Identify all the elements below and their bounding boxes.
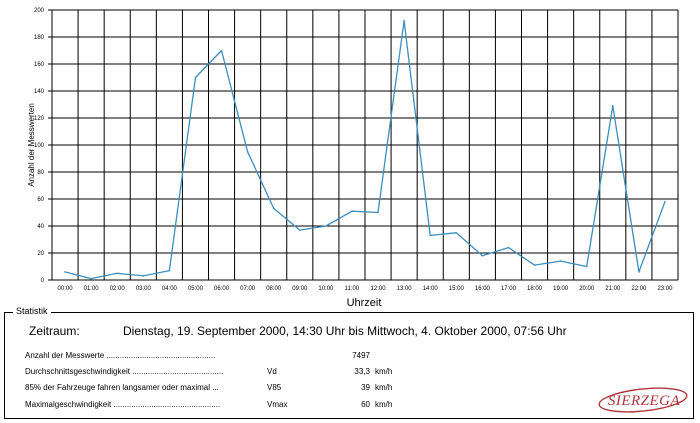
x-tick-label: 06:00 bbox=[214, 286, 230, 292]
zeitraum-value: Dienstag, 19. September 2000, 14:30 Uhr … bbox=[123, 324, 567, 338]
stat-row-v85: 85% der Fahrzeuge fahren langsamer oder … bbox=[25, 382, 405, 394]
x-tick-label: 04:00 bbox=[162, 286, 178, 292]
x-tick-label: 03:00 bbox=[136, 286, 152, 292]
sierzega-logo: SIERZEGA bbox=[597, 384, 689, 414]
data-point bbox=[142, 275, 145, 277]
svg-text:SIERZEGA: SIERZEGA bbox=[608, 393, 681, 409]
x-tick-label: 19:00 bbox=[553, 286, 569, 292]
stat-value: 60 bbox=[361, 400, 370, 409]
y-axis-label: Anzahl der Messwerten bbox=[27, 103, 36, 187]
y-tick-label: 160 bbox=[34, 62, 45, 68]
x-tick-label: 22:00 bbox=[631, 286, 647, 292]
x-tick-label: 14:00 bbox=[423, 286, 439, 292]
data-point bbox=[377, 211, 379, 214]
data-point bbox=[638, 271, 640, 273]
stat-label: Anzahl der Messwerte ...................… bbox=[25, 351, 216, 360]
stat-row-anzahl: Anzahl der Messwerte ...................… bbox=[25, 350, 405, 362]
stat-value: 39 bbox=[361, 383, 370, 392]
statistik-panel: Statistik Zeitraum: Dienstag, 19. Septem… bbox=[4, 306, 694, 419]
x-tick-label: 02:00 bbox=[110, 286, 126, 292]
data-point bbox=[481, 254, 484, 257]
stat-label: Durchschnittsgeschwindigkeit ...........… bbox=[25, 367, 224, 376]
data-point bbox=[559, 260, 562, 262]
statistik-legend: Statistik bbox=[13, 306, 51, 317]
y-tick-label: 60 bbox=[37, 197, 44, 203]
stat-row-vmax: Maximalgeschwindigkeit .................… bbox=[25, 399, 405, 411]
x-tick-label: 05:00 bbox=[188, 286, 204, 292]
data-point bbox=[272, 207, 275, 210]
x-tick-label: 09:00 bbox=[292, 286, 308, 292]
data-point bbox=[64, 271, 66, 273]
stat-value: 33,3 bbox=[354, 367, 370, 376]
x-tick-label: 00:00 bbox=[58, 286, 74, 292]
stat-row-vd: Durchschnittsgeschwindigkeit ...........… bbox=[25, 366, 405, 378]
x-tick-label: 10:00 bbox=[318, 286, 334, 292]
chart-grid bbox=[51, 9, 679, 281]
x-tick-label: 20:00 bbox=[579, 286, 595, 292]
stat-label: 85% der Fahrzeuge fahren langsamer oder … bbox=[25, 383, 219, 392]
stat-symbol: V85 bbox=[267, 383, 282, 392]
y-tick-label: 180 bbox=[34, 35, 45, 41]
data-point bbox=[194, 76, 197, 79]
x-tick-label: 16:00 bbox=[475, 286, 491, 292]
y-tick-label: 0 bbox=[41, 278, 45, 284]
data-point bbox=[351, 210, 353, 212]
stat-value: 7497 bbox=[352, 351, 370, 360]
data-point bbox=[168, 269, 171, 272]
x-tick-label: 21:00 bbox=[605, 286, 621, 292]
y-tick-label: 80 bbox=[37, 170, 44, 176]
data-series bbox=[64, 20, 666, 280]
y-tick-label: 20 bbox=[37, 251, 44, 257]
data-point bbox=[664, 200, 666, 203]
data-point bbox=[533, 264, 536, 266]
stat-label: Maximalgeschwindigkeit .................… bbox=[25, 400, 221, 409]
data-point bbox=[403, 20, 405, 22]
x-tick-label: 11:00 bbox=[345, 286, 360, 292]
x-tick-label: 18:00 bbox=[527, 286, 543, 292]
y-tick-label: 120 bbox=[34, 116, 45, 122]
series-line bbox=[64, 20, 666, 280]
x-tick-label: 23:00 bbox=[657, 286, 673, 292]
y-axis-ticks: 0 20 40 60 80 100 120 140 160 180 200 bbox=[34, 8, 52, 284]
stat-unit: km/h bbox=[375, 400, 393, 409]
line-chart: 0 20 40 60 80 100 120 140 160 180 200 00:00 01:00 02… bbox=[27, 8, 679, 309]
data-point bbox=[429, 234, 432, 237]
data-point bbox=[611, 105, 614, 107]
x-tick-label: 07:00 bbox=[240, 286, 256, 292]
x-tick-label: 15:00 bbox=[449, 286, 465, 292]
stat-unit: km/h bbox=[375, 367, 393, 376]
data-point bbox=[90, 277, 92, 280]
zeitraum-label: Zeitraum: bbox=[29, 324, 80, 338]
data-point bbox=[220, 49, 223, 52]
x-axis-ticks: 00:00 01:00 02:00 03:00 04:00 05:00 06:00 07:00… bbox=[58, 286, 674, 292]
stat-symbol: Vmax bbox=[267, 400, 288, 409]
stat-symbol: Vd bbox=[267, 367, 277, 376]
y-tick-label: 200 bbox=[34, 8, 45, 14]
stat-unit: km/h bbox=[375, 383, 393, 392]
data-point bbox=[507, 246, 510, 249]
y-tick-label: 140 bbox=[34, 89, 45, 95]
y-tick-label: 100 bbox=[34, 143, 45, 149]
x-tick-label: 12:00 bbox=[371, 286, 387, 292]
y-tick-label: 40 bbox=[37, 224, 44, 230]
x-tick-label: 13:00 bbox=[397, 286, 413, 292]
x-tick-label: 08:00 bbox=[266, 286, 282, 292]
data-point bbox=[116, 272, 119, 275]
data-point bbox=[298, 229, 301, 231]
x-tick-label: 01:00 bbox=[84, 286, 100, 292]
data-point bbox=[325, 225, 327, 227]
data-point bbox=[455, 231, 458, 234]
data-point bbox=[585, 265, 588, 268]
data-point bbox=[246, 150, 249, 153]
x-tick-label: 17:00 bbox=[501, 286, 517, 292]
x-axis-label: Uhrzeit bbox=[347, 297, 382, 309]
